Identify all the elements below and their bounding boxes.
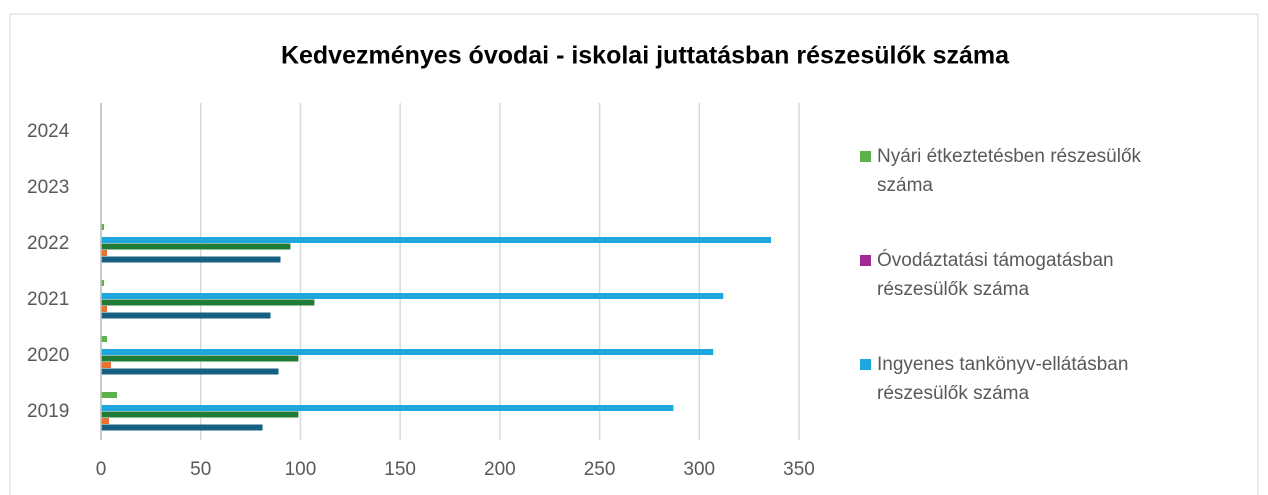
bar — [101, 293, 724, 299]
bar — [101, 349, 714, 355]
bar — [101, 250, 107, 256]
bar — [101, 405, 674, 411]
legend-label: Óvodáztatási támogatásban részesülők szá… — [877, 250, 1114, 300]
y-tick-label: 2022 — [27, 233, 69, 254]
x-tick-label: 50 — [190, 459, 211, 480]
bar — [101, 424, 263, 431]
bar — [101, 256, 281, 263]
bar — [101, 355, 299, 362]
legend-swatch — [860, 255, 871, 266]
legend-entry: Ingyenes tankönyv-ellátásban részesülők … — [860, 350, 1200, 408]
legend-label: Nyári étkeztetésben részesülők száma — [877, 146, 1142, 196]
y-tick-label: 2023 — [27, 177, 69, 198]
bar — [101, 392, 117, 398]
bar — [101, 336, 107, 342]
x-tick-label: 200 — [484, 459, 516, 480]
bar — [101, 224, 104, 230]
x-tick-label: 350 — [783, 459, 815, 480]
x-tick-label: 250 — [584, 459, 616, 480]
y-tick-label: 2024 — [27, 121, 70, 142]
legend-entry: Óvodáztatási támogatásban részesülők szá… — [860, 246, 1200, 304]
y-tick-label: 2021 — [27, 289, 69, 310]
bar — [101, 368, 279, 375]
y-tick-label: 2020 — [27, 345, 69, 366]
bar — [101, 237, 772, 243]
bar — [101, 362, 111, 368]
bar — [101, 418, 109, 424]
bar — [101, 306, 107, 312]
chart-title: Kedvezményes óvodai - iskolai juttatásba… — [281, 42, 1010, 70]
x-tick-label: 100 — [285, 459, 317, 480]
legend-swatch — [860, 359, 871, 370]
bar — [101, 312, 271, 319]
legend-label: Ingyenes tankönyv-ellátásban részesülők … — [877, 354, 1129, 404]
bar — [101, 280, 104, 286]
bar — [101, 299, 315, 306]
bar — [101, 243, 291, 250]
bar — [101, 411, 299, 418]
x-tick-label: 150 — [384, 459, 416, 480]
y-tick-label: 2019 — [27, 401, 69, 422]
x-tick-label: 0 — [96, 459, 107, 480]
x-tick-label: 300 — [683, 459, 715, 480]
legend-entry: Nyári étkeztetésben részesülők száma — [860, 142, 1200, 200]
legend-swatch — [860, 151, 871, 162]
